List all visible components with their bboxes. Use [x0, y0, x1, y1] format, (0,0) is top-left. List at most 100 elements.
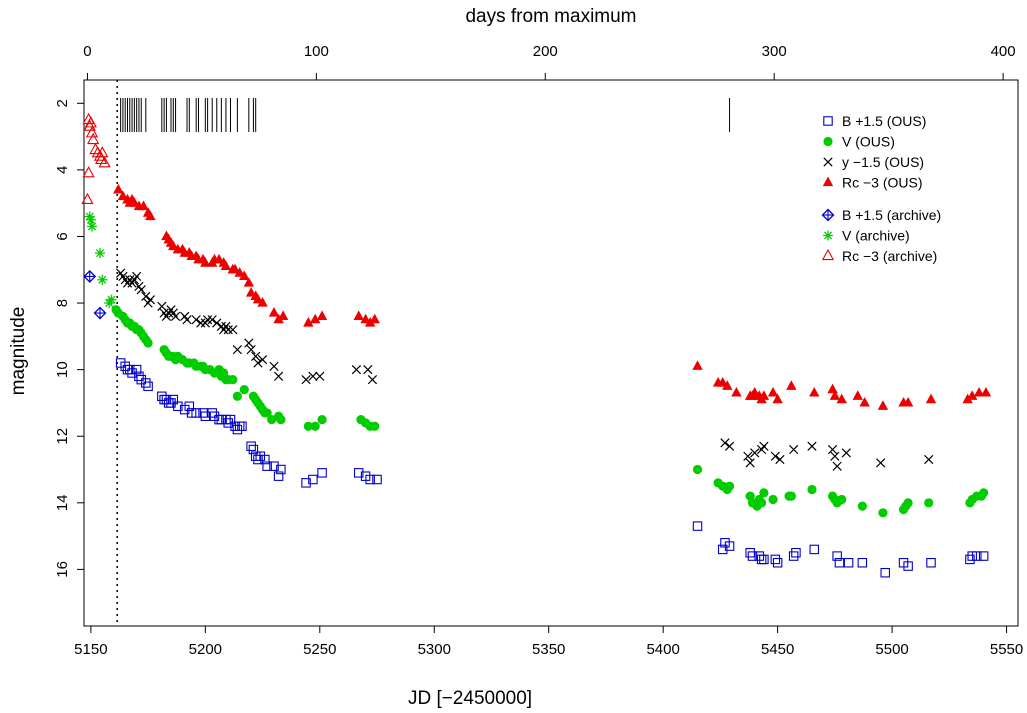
data-point: [841, 448, 851, 458]
data-point: [97, 274, 108, 285]
data-point: [273, 471, 284, 481]
data-point: [827, 383, 838, 394]
legend-label: V (archive): [842, 228, 910, 244]
cross-stroke: [724, 441, 735, 451]
data-point: [788, 551, 799, 561]
data-point: [202, 315, 213, 325]
data-point: [834, 557, 845, 568]
data-point: [96, 146, 109, 158]
cross-stroke: [832, 461, 842, 471]
data-point: [903, 561, 913, 571]
cross-stroke: [743, 451, 753, 461]
asterisk-stroke: [823, 231, 833, 240]
data-point: [925, 393, 937, 404]
data-point: [248, 444, 259, 455]
data-point: [269, 461, 279, 471]
data-point: [772, 557, 783, 568]
data-point: [113, 183, 124, 194]
cross-stroke: [125, 275, 135, 285]
data-point: [367, 375, 378, 385]
cross-stroke: [367, 375, 378, 385]
data-point: [170, 311, 181, 322]
series-4: [83, 270, 107, 320]
data-point: [276, 414, 286, 425]
data-point: [143, 338, 153, 348]
y-tick-label: 12: [54, 428, 71, 445]
cross-stroke: [223, 325, 233, 335]
data-point: [246, 345, 256, 355]
data-point: [775, 454, 785, 465]
cross-stroke: [168, 308, 178, 318]
cross-stroke: [207, 315, 217, 325]
legend-marker: [822, 176, 834, 187]
data-point: [837, 494, 847, 505]
y-tick-label: 6: [54, 232, 71, 240]
data-point: [758, 390, 770, 400]
cross-stroke: [157, 301, 167, 312]
data-point: [143, 381, 153, 392]
cross-stroke: [257, 355, 268, 365]
data-point: [759, 441, 769, 451]
data-point: [692, 360, 703, 370]
data-point: [878, 508, 888, 518]
data-point: [902, 396, 914, 407]
data-point: [228, 375, 238, 385]
data-point: [717, 544, 728, 555]
data-point: [789, 444, 799, 455]
data-point: [81, 192, 94, 205]
data-point: [223, 325, 233, 335]
data-point: [182, 315, 192, 325]
data-point: [767, 386, 779, 397]
data-point: [829, 390, 841, 400]
cross-stroke: [750, 448, 760, 458]
data-point: [809, 544, 820, 555]
cross-stroke: [180, 311, 190, 322]
data-point: [836, 393, 847, 404]
data-point: [315, 371, 325, 381]
data-point: [747, 551, 758, 561]
cross-stroke: [720, 438, 730, 448]
cross-stroke: [770, 451, 780, 461]
data-point: [184, 401, 195, 412]
data-point: [303, 317, 314, 327]
legend-label: Rc −3 (OUS): [842, 175, 923, 191]
data-point: [980, 386, 992, 397]
data-point: [924, 454, 934, 465]
legend-marker: [821, 208, 835, 222]
data-point: [141, 291, 151, 302]
cross-stroke: [789, 444, 799, 455]
x-tick-label: 5500: [875, 641, 908, 658]
data-point: [138, 200, 149, 211]
series-2: [116, 268, 934, 471]
data-point: [191, 408, 201, 418]
data-point: [363, 365, 373, 375]
x-tick-label: 5400: [646, 641, 679, 658]
data-points: [81, 112, 992, 578]
y-tick-label: 8: [54, 299, 71, 307]
cross-stroke: [841, 448, 851, 458]
data-point: [276, 464, 286, 475]
data-point: [262, 408, 272, 418]
data-point: [770, 451, 780, 461]
data-point: [759, 554, 769, 565]
data-point: [145, 210, 156, 221]
data-point: [317, 414, 327, 425]
cross-stroke: [827, 444, 838, 455]
data-point: [353, 310, 364, 320]
data-point: [876, 458, 886, 468]
y-axis-title: magnitude: [8, 307, 29, 396]
cross-stroke: [196, 318, 206, 328]
data-point: [772, 393, 783, 404]
data-point: [141, 378, 151, 388]
data-point: [372, 474, 382, 485]
cross-stroke: [216, 321, 226, 331]
data-point: [220, 260, 232, 271]
cross-stroke: [876, 458, 886, 468]
x-tick-label: 5450: [761, 641, 794, 658]
data-point: [903, 498, 913, 508]
cross-stroke: [116, 268, 126, 278]
data-point: [364, 317, 376, 327]
data-point: [692, 464, 703, 475]
data-point: [200, 411, 211, 422]
asterisk-stroke: [86, 215, 95, 224]
